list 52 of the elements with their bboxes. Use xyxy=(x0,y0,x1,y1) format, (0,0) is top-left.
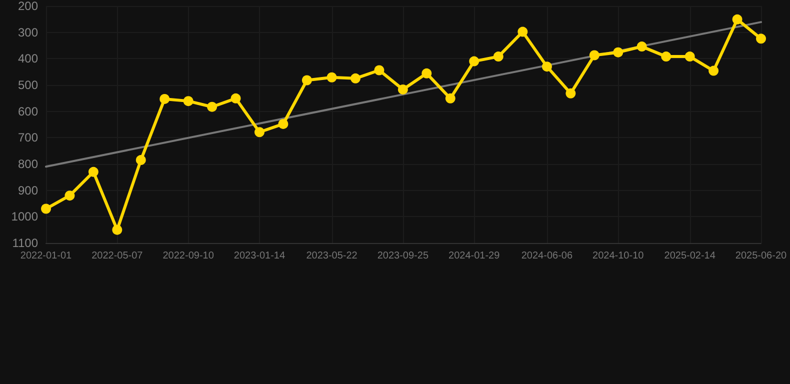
point xyxy=(756,34,766,44)
point xyxy=(636,42,647,52)
point xyxy=(613,47,624,58)
y-tick-label: 600 xyxy=(18,104,38,118)
point xyxy=(207,102,218,112)
x-tick-label: 2022-09-10 xyxy=(162,250,214,262)
y-tick-label: 400 xyxy=(18,52,38,66)
point xyxy=(254,127,264,138)
point xyxy=(445,93,456,104)
point xyxy=(183,96,194,106)
point xyxy=(136,155,146,166)
point xyxy=(326,72,337,82)
point xyxy=(350,73,360,84)
x-tick-label: 2022-01-01 xyxy=(20,250,72,262)
point xyxy=(493,52,504,62)
point xyxy=(422,68,432,78)
point xyxy=(64,190,75,201)
x-tick-label: 2024-10-10 xyxy=(592,250,644,262)
point xyxy=(41,204,51,214)
point xyxy=(732,14,742,24)
point xyxy=(112,224,122,235)
x-tick-label: 2023-01-14 xyxy=(234,250,286,262)
x-tick-label: 2023-05-22 xyxy=(306,250,358,262)
x-tick-label: 2022-05-07 xyxy=(92,250,144,262)
point xyxy=(374,65,384,76)
point xyxy=(230,93,241,104)
point xyxy=(589,50,600,60)
point xyxy=(566,88,576,98)
y-tick-label: 700 xyxy=(18,130,38,145)
y-tick-label: 800 xyxy=(18,157,38,171)
point xyxy=(542,62,552,72)
point xyxy=(88,166,98,177)
point xyxy=(661,52,672,62)
point xyxy=(398,84,408,94)
x-tick-label: 2023-09-25 xyxy=(377,250,429,262)
x-tick-label: 2025-06-20 xyxy=(735,250,788,262)
y-tick-label: 500 xyxy=(18,78,38,92)
y-tick-label: 1000 xyxy=(11,210,38,224)
y-tick-label: 900 xyxy=(18,183,38,198)
y-tick-label: 300 xyxy=(18,25,38,40)
x-tick-label: 2024-01-29 xyxy=(448,250,500,262)
x-tick-label: 2025-02-14 xyxy=(664,250,716,262)
point xyxy=(708,66,719,76)
point xyxy=(302,75,312,86)
point xyxy=(518,26,528,37)
point xyxy=(160,94,170,104)
point xyxy=(469,56,480,66)
point xyxy=(278,118,288,129)
point xyxy=(684,52,695,62)
y-tick-label: 1100 xyxy=(12,236,38,250)
x-tick-label: 2024-06-06 xyxy=(521,250,573,262)
y-tick-label: 200 xyxy=(18,0,38,13)
